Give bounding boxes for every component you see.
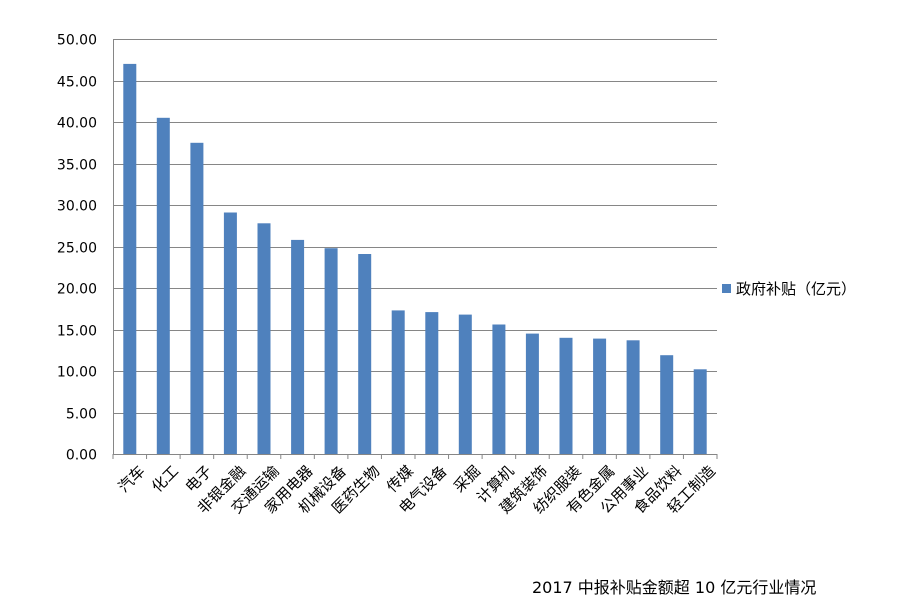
y-tick-label: 50.00	[57, 33, 97, 49]
bar	[593, 338, 607, 454]
y-tick-label: 0.00	[66, 448, 97, 464]
y-tick-label: 5.00	[66, 407, 97, 423]
legend-label: 政府补贴（亿元）	[736, 280, 856, 298]
chart-caption: 2017 中报补贴金额超 10 亿元行业情况	[532, 578, 817, 597]
legend: 政府补贴（亿元）	[722, 280, 856, 298]
bar	[156, 117, 170, 455]
x-category-label: 汽车	[115, 462, 149, 496]
bar	[391, 310, 405, 454]
bar	[525, 333, 539, 454]
bar	[291, 239, 305, 454]
y-tick-label: 45.00	[57, 75, 97, 91]
bar	[693, 369, 707, 454]
bar	[458, 314, 472, 454]
bar	[358, 254, 372, 454]
legend-swatch	[722, 284, 731, 293]
y-tick-label: 15.00	[57, 324, 97, 340]
bar	[425, 312, 439, 454]
bar	[223, 212, 237, 454]
y-tick-label: 40.00	[57, 116, 97, 132]
y-tick-label: 25.00	[57, 241, 97, 257]
bar	[660, 355, 674, 454]
gridlines	[112, 39, 718, 459]
bar	[257, 223, 271, 454]
bar	[190, 142, 204, 455]
bar	[123, 63, 137, 455]
bar	[492, 324, 506, 454]
y-tick-label: 30.00	[57, 199, 97, 215]
y-tick-label: 10.00	[57, 365, 97, 381]
y-tick-label: 20.00	[57, 282, 97, 298]
x-category-label: 化工	[148, 462, 182, 496]
bar	[626, 340, 640, 454]
bar	[559, 337, 573, 454]
bar	[324, 248, 338, 454]
bars	[123, 63, 707, 455]
y-axis-tick-labels: 0.00 5.00 10.00 15.00 20.00 25.00 30.00 35.00 40…	[57, 33, 97, 464]
y-tick-label: 35.00	[57, 158, 97, 174]
